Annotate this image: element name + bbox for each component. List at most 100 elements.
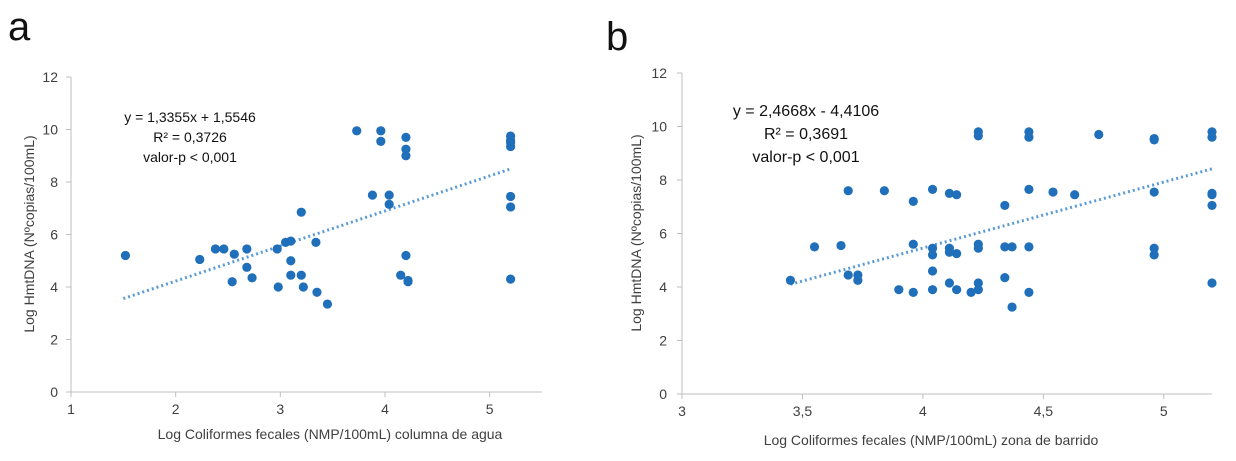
y-tick-label: 12 (42, 69, 58, 85)
data-point (242, 262, 252, 272)
data-point (853, 275, 863, 285)
data-point (1007, 242, 1017, 252)
data-point (506, 202, 516, 212)
data-point (973, 131, 983, 141)
data-point (506, 141, 516, 152)
data-point (1007, 302, 1017, 312)
y-tick-label: 10 (42, 122, 58, 138)
data-point (506, 191, 516, 202)
y-axis-title: Log HmtDNA (Nºcopias/100mL) (628, 134, 644, 331)
y-tick-label: 4 (50, 279, 58, 295)
data-point (195, 254, 205, 265)
data-point (927, 243, 938, 253)
data-point (952, 285, 962, 295)
equation-line-3: valor-p < 0,001 (143, 149, 237, 165)
data-point (229, 249, 239, 259)
trend-line (790, 167, 1213, 286)
data-point (1207, 132, 1217, 142)
data-point (927, 266, 938, 276)
data-point (1149, 135, 1159, 145)
y-tick-label: 12 (651, 65, 667, 81)
data-point (843, 270, 853, 280)
data-point (312, 287, 322, 297)
data-point (908, 196, 918, 206)
panel-a-letter: a (8, 5, 31, 49)
x-tick-label: 5 (1160, 403, 1168, 419)
x-axis-title: Log Coliformes fecales (NMP/100mL) zona … (764, 432, 1099, 448)
equation-line-1: y = 2,4668x - 4,4106 (733, 103, 879, 120)
data-point (879, 186, 889, 196)
data-point (367, 190, 378, 200)
x-tick-label: 3,5 (793, 403, 813, 419)
y-tick-label: 6 (659, 226, 667, 242)
x-tick-label: 4,5 (1034, 403, 1054, 419)
data-point (376, 126, 386, 136)
data-point (1000, 273, 1010, 283)
data-point (286, 270, 296, 280)
equation-line-3: valor-p < 0,001 (752, 149, 859, 166)
data-point (973, 278, 983, 288)
data-point (352, 126, 362, 136)
data-point (927, 184, 938, 194)
equation-line-2: R² = 0,3726 (153, 129, 227, 145)
x-axis-title: Log Coliformes fecales (NMP/100mL) colum… (158, 426, 503, 442)
data-point (396, 270, 406, 280)
data-point (311, 237, 321, 247)
data-point (908, 239, 918, 249)
y-tick-label: 10 (651, 119, 667, 135)
data-point (927, 250, 938, 260)
data-point (1024, 132, 1034, 142)
data-point (843, 186, 853, 196)
data-point (401, 144, 411, 154)
data-point (401, 132, 411, 142)
data-point (384, 199, 394, 209)
data-point (227, 277, 237, 287)
y-tick-label: 4 (659, 279, 667, 295)
data-point (403, 277, 413, 287)
data-point (120, 250, 131, 261)
data-point (296, 270, 306, 280)
data-point (1024, 184, 1034, 194)
panel-b-letter: b (606, 15, 628, 59)
data-point (1149, 187, 1159, 197)
data-point (1207, 200, 1217, 211)
data-point (1048, 187, 1058, 197)
data-point (809, 242, 820, 252)
data-point (1149, 250, 1159, 260)
data-point (908, 287, 918, 297)
data-point (836, 240, 846, 251)
equation-line-1: y = 1,3355x + 1,5546 (124, 109, 256, 125)
data-point (944, 278, 955, 288)
data-point (973, 243, 983, 253)
data-point (894, 285, 904, 295)
chart-b: 0 2 4 6 8 10 12 3 3,5 4 4,5 5 Log Coliformes fecales… (628, 65, 1217, 448)
data-point (944, 247, 955, 257)
data-point (210, 244, 221, 254)
data-point (785, 275, 796, 285)
x-tick-label: 4 (919, 403, 927, 419)
y-tick-label: 0 (50, 384, 58, 400)
data-point (927, 285, 938, 295)
data-point (247, 273, 257, 283)
data-point (401, 250, 411, 261)
x-tick-label: 1 (67, 401, 75, 417)
data-point (296, 207, 306, 217)
data-point (272, 244, 282, 254)
data-point (1024, 287, 1034, 297)
data-point (401, 151, 411, 161)
x-tick-label: 3 (276, 401, 284, 417)
data-point (944, 188, 955, 198)
data-point (1207, 278, 1217, 288)
y-axis-title: Log HmtDNA (Nºcopias/100mL) (21, 135, 37, 332)
data-point (1207, 190, 1217, 200)
data-point (286, 236, 296, 246)
data-point (286, 256, 296, 266)
data-point (298, 282, 308, 292)
y-tick-label: 0 (659, 386, 667, 402)
data-point (1094, 129, 1104, 140)
x-tick-label: 4 (381, 401, 389, 417)
y-tick-label: 8 (50, 174, 58, 190)
data-point (322, 299, 333, 309)
